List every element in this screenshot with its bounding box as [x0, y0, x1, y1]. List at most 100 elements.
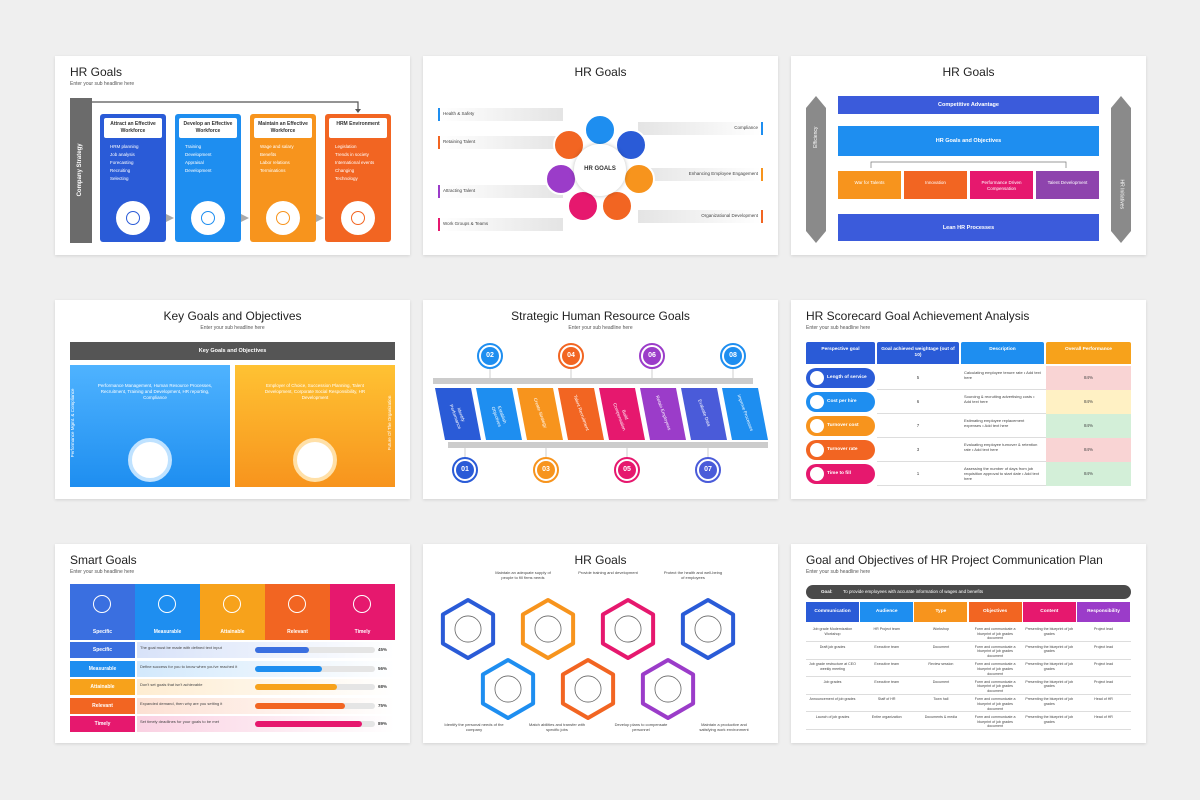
row-label: Specific — [92, 647, 113, 653]
left-label: Attracting Talent — [443, 188, 476, 193]
header-label: Overall Performance — [1065, 347, 1112, 352]
column-title: HRM Environment — [336, 121, 380, 127]
left-text: Performance Management, Human Resource P… — [97, 383, 213, 400]
column-item: Legislation — [335, 144, 357, 149]
column-header — [329, 118, 387, 138]
row-label: Timely — [94, 721, 111, 727]
progress-bar — [255, 665, 323, 672]
table-cell: Form and communicate a blueprint of job … — [974, 679, 1016, 694]
step — [681, 388, 727, 440]
bottom-note: Develop plans to compensate personnel — [614, 722, 668, 733]
goal-tile-label: Relevant — [287, 629, 308, 635]
description: Calculating employee tenure rate • Add t… — [964, 370, 1041, 381]
row-label: Attainable — [90, 684, 115, 690]
goal-label: Goal: — [821, 589, 833, 594]
slide-title: Key Goals and Objectives — [163, 309, 302, 323]
row-label-cell — [70, 679, 135, 695]
top-note: Provide training and development — [578, 570, 638, 575]
column-item: Job analysis — [110, 152, 135, 157]
column-item: Training — [185, 144, 202, 149]
bottom-note: Identify the personal needs of the compa… — [444, 722, 504, 733]
goal-bar — [806, 585, 1131, 599]
top-bar — [838, 96, 1099, 114]
row-label-cell — [70, 697, 135, 714]
label-bar — [438, 185, 563, 198]
performance: 84% — [1083, 399, 1093, 404]
hexagon — [440, 598, 496, 660]
table-cell: Presenting the blueprint of job grades — [1025, 662, 1074, 671]
goal-pill — [806, 392, 875, 412]
right-arrow — [1111, 96, 1131, 243]
left-label: Retaining Talent — [443, 139, 476, 144]
step — [517, 388, 563, 440]
table-cell: Town hall — [933, 697, 949, 702]
row-line — [877, 413, 1131, 414]
header-cell — [961, 342, 1044, 364]
icon — [276, 211, 290, 225]
header-label: Perspective goal — [821, 347, 860, 352]
slide-title: Strategic Human Resource Goals — [511, 309, 690, 323]
goal-icon — [223, 595, 241, 613]
hexagon — [560, 658, 616, 720]
header-cell — [806, 342, 875, 364]
icon — [494, 675, 522, 703]
table-cell: Job grades — [823, 679, 842, 684]
step — [476, 388, 522, 440]
goal-name: Time to fill — [827, 471, 851, 476]
goal-icon — [810, 419, 824, 433]
row-line — [806, 729, 1131, 730]
header-label: Goal achieved weightage (out of 10) — [881, 347, 955, 359]
slide-title: HR Goals — [574, 553, 627, 567]
performance: 84% — [1083, 447, 1093, 452]
hexagon — [520, 598, 576, 660]
row-line — [806, 711, 1131, 712]
row-line — [877, 437, 1131, 438]
step — [558, 388, 604, 440]
step-number: 04 — [567, 352, 575, 359]
progress-bar — [255, 647, 309, 653]
table-cell: Announcement of job grades — [809, 697, 856, 702]
row-text: Expanded demand, then why are you settin… — [140, 700, 223, 706]
petal — [545, 162, 577, 195]
number-disc — [643, 347, 661, 365]
goal-icon — [810, 371, 824, 385]
petal — [584, 114, 616, 146]
column-item: Development — [185, 168, 212, 173]
step — [640, 388, 686, 440]
goal-pill — [806, 464, 875, 484]
banner-label: Key Goals and Objectives — [198, 348, 267, 354]
goal-icon — [810, 443, 824, 457]
icon — [574, 675, 602, 703]
column-item: Development — [185, 152, 212, 157]
weightage: 1 — [916, 471, 920, 476]
slide: HR Goals Health & Safety Retaining Talent A… — [423, 56, 778, 255]
left-arrow-label: Efficiency — [812, 126, 819, 148]
header-label: Objectives — [982, 609, 1008, 614]
slide-title: HR Goals — [942, 65, 995, 79]
progress-label: 56% — [378, 665, 388, 671]
table-cell: Presenting the blueprint of job grades — [1025, 697, 1074, 707]
arrow — [241, 214, 249, 222]
icon — [534, 615, 562, 643]
arrow — [316, 214, 324, 222]
performance-cell — [1046, 414, 1131, 438]
arrow-head — [355, 109, 361, 113]
column-item: HRM planning — [110, 144, 139, 149]
icon — [351, 211, 365, 225]
table-cell: Executive team — [874, 644, 899, 649]
goal-tile-label: Timely — [354, 629, 371, 635]
table-cell: Presenting the blueprint of job grades — [1025, 644, 1074, 654]
slide-title: Goal and Objectives of HR Project Commun… — [806, 553, 1103, 567]
step — [435, 388, 481, 440]
column-header — [254, 118, 312, 138]
number-disc — [537, 461, 555, 479]
goal-tile-label: Measurable — [153, 629, 182, 635]
top-rail — [433, 378, 753, 384]
table-cell: Project lead — [1094, 644, 1113, 649]
shapes — [806, 96, 1131, 243]
table-cell: Head of HR — [1094, 715, 1113, 719]
goal-text: To provide employees with accurate infor… — [843, 589, 984, 594]
slide: Key Goals and Objectives Enter your sub h… — [55, 300, 410, 499]
table-cell: Executive team — [874, 662, 899, 667]
